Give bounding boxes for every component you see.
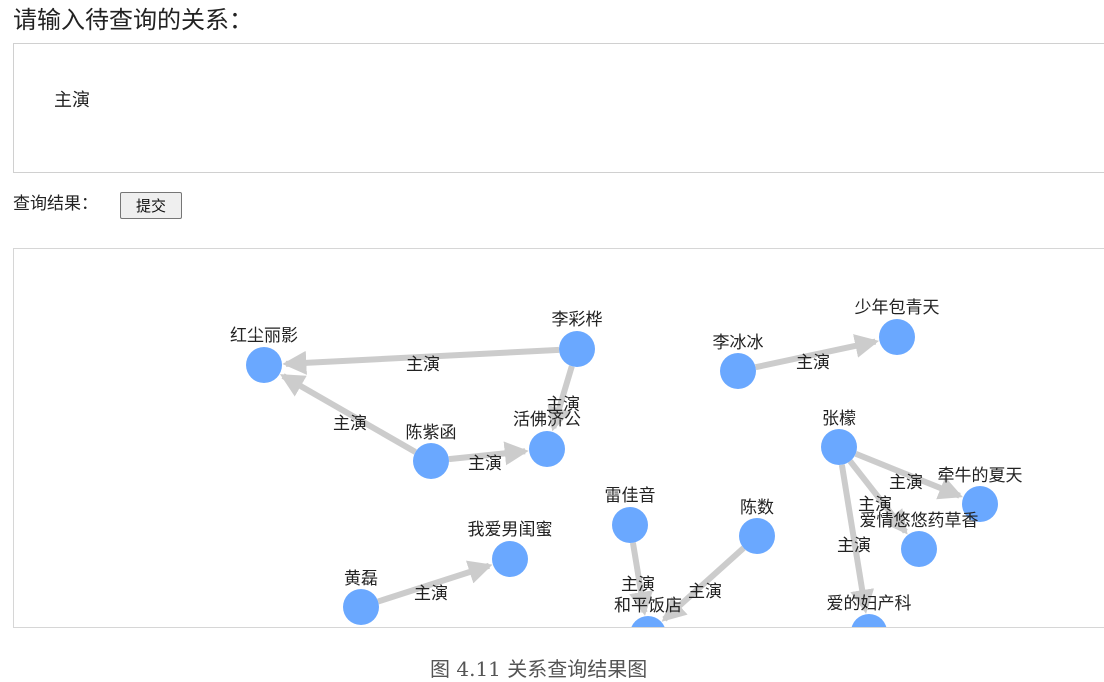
graph-node-label: 张檬 bbox=[822, 409, 856, 429]
edge-label: 主演 bbox=[688, 582, 722, 602]
graph-node-label: 李冰冰 bbox=[713, 333, 764, 353]
graph-node-libingbing[interactable] bbox=[720, 353, 756, 389]
graph-node-huofo[interactable] bbox=[529, 431, 565, 467]
relation-input[interactable]: 主演 bbox=[13, 43, 1104, 173]
graph-node-leijiayin[interactable] bbox=[612, 507, 648, 543]
result-label: 查询结果： bbox=[13, 194, 98, 214]
graph-node-label: 和平饭店 bbox=[614, 596, 682, 616]
relation-input-value: 主演 bbox=[54, 90, 90, 111]
graph-node-label: 爱情悠悠药草香 bbox=[860, 511, 979, 531]
graph-panel[interactable]: 主演 主演 主演 主演 主演 主演 主演 主演 主演 主演 主演 红尘丽影 李彩桦 陈紫函 活佛济公 李冰冰… bbox=[13, 248, 1104, 628]
graph-node-licaihua[interactable] bbox=[559, 331, 595, 367]
edge-zhangmeng-aiqing bbox=[847, 459, 908, 535]
edge-label: 主演 bbox=[406, 355, 440, 375]
edge-label: 主演 bbox=[414, 584, 448, 604]
edge-label: 主演 bbox=[858, 495, 892, 515]
graph-node-shaonian[interactable] bbox=[879, 319, 915, 355]
edge-label: 主演 bbox=[546, 395, 580, 415]
graph-node-label: 牵牛的夏天 bbox=[938, 466, 1023, 486]
graph-node-chenshu[interactable] bbox=[739, 518, 775, 554]
graph-node-woai[interactable] bbox=[492, 541, 528, 577]
graph-node-label: 黄磊 bbox=[344, 569, 378, 589]
edge-label: 主演 bbox=[621, 575, 655, 595]
edge-zhangmeng-qianniu bbox=[854, 450, 963, 500]
graph-node-label: 陈数 bbox=[740, 498, 774, 518]
graph-node-label: 陈紫函 bbox=[406, 423, 457, 443]
graph-node-heping[interactable] bbox=[630, 616, 666, 628]
graph-node-label: 活佛济公 bbox=[513, 410, 581, 430]
prompt-label: 请输入待查询的关系： bbox=[13, 6, 253, 34]
graph-node-label: 爱的妇产科 bbox=[827, 594, 912, 614]
graph-node-label: 少年包青天 bbox=[855, 298, 940, 318]
edge-leijiayin-heping bbox=[629, 542, 653, 616]
graph-node-fuchanke[interactable] bbox=[851, 614, 887, 628]
graph-node-label: 我爱男闺蜜 bbox=[468, 520, 553, 540]
edge-licaihua-huofo bbox=[547, 365, 575, 432]
edge-label: 主演 bbox=[796, 353, 830, 373]
edge-huanglei-woai bbox=[377, 560, 493, 605]
graph-node-zhangmeng[interactable] bbox=[821, 429, 857, 465]
graph-node-chenzihan[interactable] bbox=[413, 443, 449, 479]
graph-node-label: 李彩桦 bbox=[552, 310, 603, 330]
graph-node-label: 红尘丽影 bbox=[230, 326, 298, 346]
submit-button[interactable]: 提交 bbox=[120, 192, 182, 219]
edge-label: 主演 bbox=[889, 473, 923, 493]
figure-caption: 图 4.11 关系查询结果图 bbox=[430, 657, 648, 681]
edge-zhangmeng-fuchanke bbox=[838, 464, 875, 614]
edge-chenzihan-huofo bbox=[448, 441, 529, 466]
edge-libingbing-shaonian bbox=[754, 334, 880, 371]
graph-node-huanglei[interactable] bbox=[343, 589, 379, 625]
graph-node-aiqing[interactable] bbox=[901, 531, 937, 567]
edge-licaihua-hongchen bbox=[282, 346, 560, 375]
graph-node-qianniu[interactable] bbox=[962, 486, 998, 522]
edge-label: 主演 bbox=[333, 414, 367, 434]
edge-label: 主演 bbox=[837, 536, 871, 556]
graph-node-hongchen[interactable] bbox=[246, 347, 282, 383]
edge-chenzihan-hongchen bbox=[279, 373, 417, 455]
edge-chenshu-heping bbox=[661, 545, 746, 622]
graph-node-label: 雷佳音 bbox=[605, 486, 656, 506]
edge-label: 主演 bbox=[468, 454, 502, 474]
